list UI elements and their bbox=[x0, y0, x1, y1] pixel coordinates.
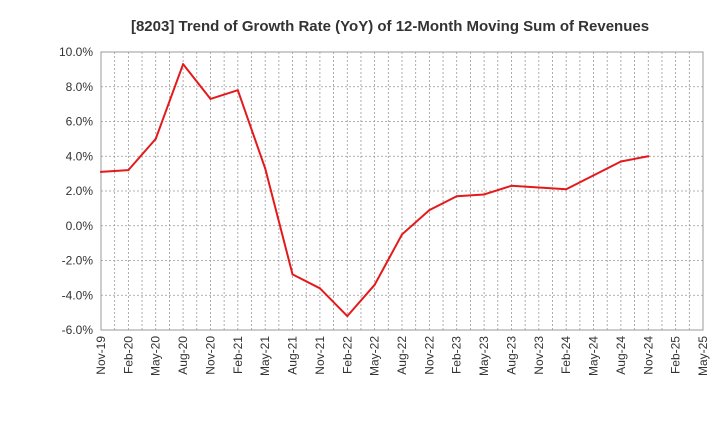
x-tick-label: Feb-25 bbox=[669, 336, 683, 374]
y-tick-label: 0.0% bbox=[66, 219, 94, 233]
x-tick-label: Feb-22 bbox=[340, 336, 354, 374]
y-axis-tick-labels: 10.0% 8.0% 6.0% 4.0% 2.0% 0.0% -2.0% -4.0% -6.0% bbox=[59, 45, 93, 337]
data-point bbox=[291, 273, 294, 276]
x-tick-label: Aug-20 bbox=[176, 336, 190, 375]
series-layer bbox=[100, 63, 650, 318]
data-point bbox=[127, 169, 130, 172]
x-tick-label: Feb-23 bbox=[450, 336, 464, 374]
data-point bbox=[592, 174, 595, 177]
x-tick-label: May-24 bbox=[587, 336, 601, 376]
data-point bbox=[647, 155, 650, 158]
y-tick-label: -2.0% bbox=[62, 254, 94, 268]
data-point bbox=[373, 283, 376, 286]
x-tick-label: Feb-20 bbox=[121, 336, 135, 374]
x-tick-label: Aug-24 bbox=[614, 336, 628, 375]
x-tick-label: Nov-21 bbox=[313, 336, 327, 375]
data-point bbox=[401, 233, 403, 236]
x-tick-label: Nov-19 bbox=[94, 336, 108, 375]
chart-title: [8203] Trend of Growth Rate (YoY) of 12-… bbox=[131, 18, 649, 35]
data-point bbox=[455, 195, 458, 198]
data-point bbox=[537, 186, 540, 189]
data-point bbox=[236, 89, 239, 92]
data-point bbox=[264, 167, 267, 170]
x-tick-label: Nov-23 bbox=[532, 336, 546, 375]
x-tick-label: May-20 bbox=[149, 336, 163, 376]
grid bbox=[101, 52, 703, 330]
data-point bbox=[318, 287, 321, 290]
data-point bbox=[182, 63, 185, 66]
y-tick-label: -4.0% bbox=[62, 288, 94, 302]
y-tick-label: -6.0% bbox=[62, 323, 94, 337]
x-tick-label: Nov-20 bbox=[203, 336, 217, 375]
y-tick-label: 2.0% bbox=[66, 184, 94, 198]
data-point bbox=[483, 193, 486, 196]
x-tick-label: Feb-21 bbox=[231, 336, 245, 374]
x-tick-label: May-25 bbox=[696, 336, 710, 376]
y-tick-label: 4.0% bbox=[66, 149, 94, 163]
x-tick-label: Aug-23 bbox=[504, 336, 518, 375]
data-point bbox=[209, 97, 212, 100]
x-axis-tick-labels: Nov-19 Feb-20 May-20 Aug-20 Nov-20 Feb-21 May-… bbox=[94, 336, 710, 376]
y-tick-label: 6.0% bbox=[66, 115, 94, 129]
data-point bbox=[428, 209, 431, 212]
x-tick-label: Aug-22 bbox=[395, 336, 409, 375]
x-tick-label: May-23 bbox=[477, 336, 491, 376]
x-tick-label: May-22 bbox=[368, 336, 382, 376]
data-point bbox=[565, 188, 568, 191]
data-point bbox=[619, 160, 622, 163]
x-tick-label: Feb-24 bbox=[559, 336, 573, 374]
x-tick-label: May-21 bbox=[258, 336, 272, 376]
data-point bbox=[154, 137, 157, 140]
x-tick-label: Aug-21 bbox=[286, 336, 300, 375]
plot-area-frame bbox=[100, 51, 704, 331]
data-point bbox=[346, 315, 349, 318]
data-point bbox=[100, 170, 102, 173]
x-tick-label: Nov-24 bbox=[641, 336, 655, 375]
y-tick-label: 10.0% bbox=[59, 45, 93, 59]
data-point bbox=[510, 184, 513, 187]
x-tick-label: Nov-22 bbox=[422, 336, 436, 375]
y-tick-label: 8.0% bbox=[66, 80, 94, 94]
